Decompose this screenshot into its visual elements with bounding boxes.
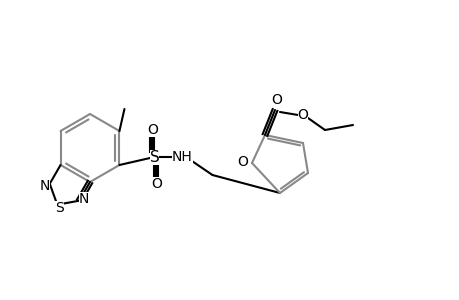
Text: O: O [147,123,157,137]
Text: N: N [79,192,89,206]
Text: O: O [297,108,308,122]
Text: O: O [271,93,282,107]
Text: S: S [149,149,159,164]
Text: S: S [55,201,63,215]
Text: NH: NH [172,150,192,164]
Text: N: N [39,179,50,193]
Text: O: O [237,155,248,169]
Text: O: O [151,177,162,191]
